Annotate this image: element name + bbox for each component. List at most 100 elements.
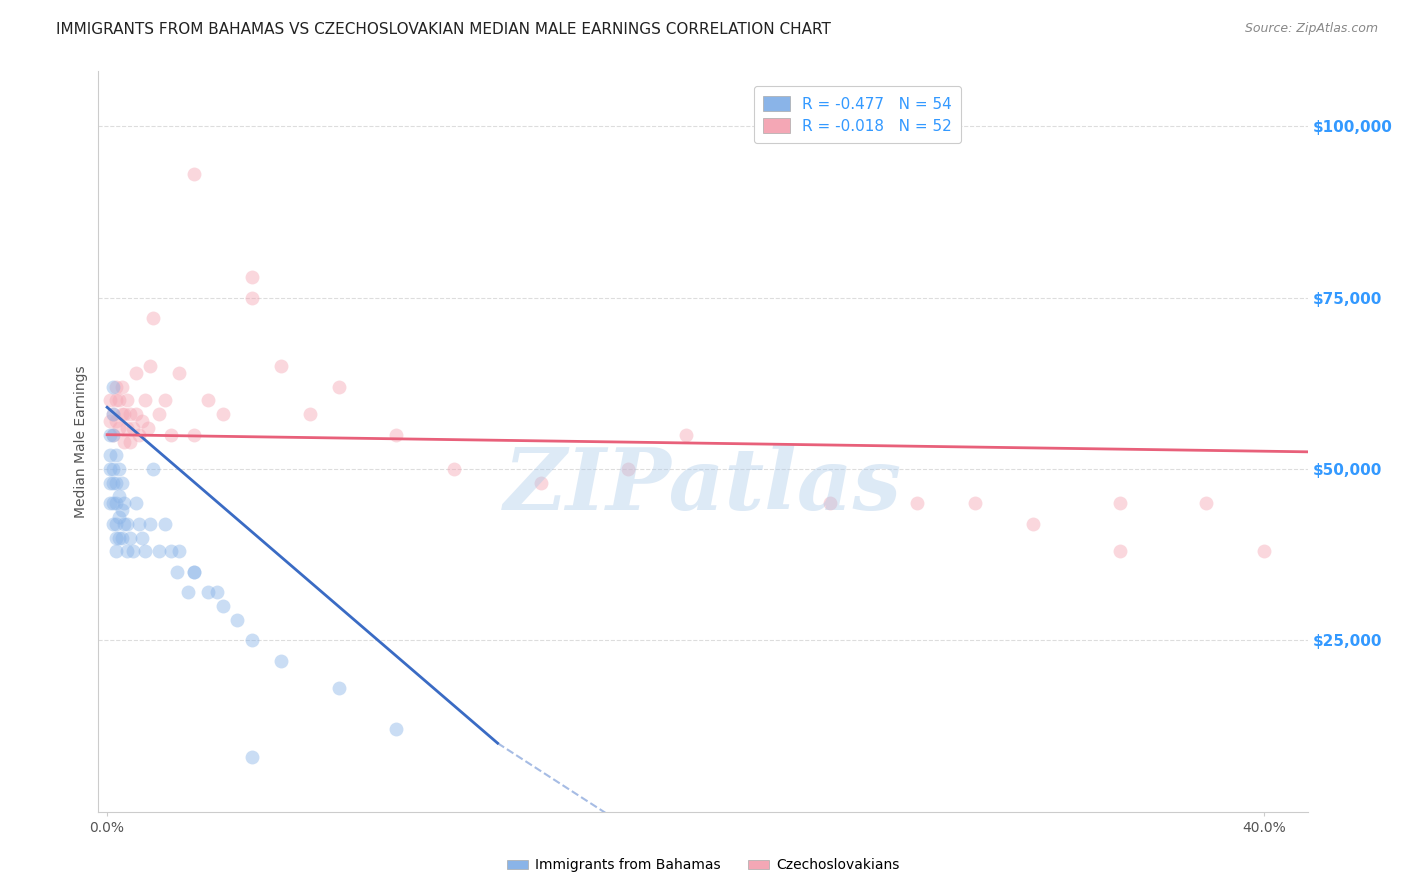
Point	[617, 462, 640, 476]
Point	[134, 393, 156, 408]
Point	[197, 585, 219, 599]
Point	[101, 475, 124, 490]
Point	[98, 448, 121, 462]
Point	[148, 407, 170, 421]
Point	[104, 448, 127, 462]
Point	[136, 421, 159, 435]
Point	[128, 427, 150, 442]
Point	[101, 516, 124, 531]
Point	[205, 585, 228, 599]
Y-axis label: Median Male Earnings: Median Male Earnings	[75, 365, 89, 518]
Point	[101, 380, 124, 394]
Point	[120, 407, 142, 421]
Point	[120, 434, 142, 449]
Point	[226, 613, 249, 627]
Point	[905, 496, 928, 510]
Point	[107, 489, 129, 503]
Point	[114, 516, 136, 531]
Point	[328, 380, 350, 394]
Point	[270, 359, 292, 373]
Point	[107, 531, 129, 545]
Point	[385, 723, 408, 737]
Point	[104, 380, 127, 394]
Point	[110, 503, 132, 517]
Point	[1108, 544, 1130, 558]
Point	[183, 427, 205, 442]
Point	[177, 585, 200, 599]
Point	[328, 681, 350, 696]
Point	[107, 510, 129, 524]
Point	[1108, 496, 1130, 510]
Point	[166, 565, 188, 579]
Point	[183, 167, 205, 181]
Point	[110, 407, 132, 421]
Point	[153, 393, 176, 408]
Point	[122, 544, 145, 558]
Point	[122, 421, 145, 435]
Point	[110, 380, 132, 394]
Point	[107, 462, 129, 476]
Point	[110, 531, 132, 545]
Point	[148, 544, 170, 558]
Text: ZIPatlas: ZIPatlas	[503, 444, 903, 528]
Point	[159, 544, 181, 558]
Point	[104, 393, 127, 408]
Point	[211, 599, 233, 613]
Point	[134, 544, 156, 558]
Point	[197, 393, 219, 408]
Point	[125, 366, 148, 380]
Point	[675, 427, 697, 442]
Legend: Immigrants from Bahamas, Czechoslovakians: Immigrants from Bahamas, Czechoslovakian…	[502, 853, 904, 878]
Point	[98, 462, 121, 476]
Point	[443, 462, 465, 476]
Point	[98, 475, 121, 490]
Point	[139, 359, 162, 373]
Point	[153, 516, 176, 531]
Point	[183, 565, 205, 579]
Point	[240, 750, 263, 764]
Point	[131, 531, 153, 545]
Point	[98, 414, 121, 428]
Point	[107, 421, 129, 435]
Point	[240, 633, 263, 648]
Point	[117, 544, 139, 558]
Point	[139, 516, 162, 531]
Point	[110, 475, 132, 490]
Point	[128, 516, 150, 531]
Text: IMMIGRANTS FROM BAHAMAS VS CZECHOSLOVAKIAN MEDIAN MALE EARNINGS CORRELATION CHAR: IMMIGRANTS FROM BAHAMAS VS CZECHOSLOVAKI…	[56, 22, 831, 37]
Point	[104, 496, 127, 510]
Point	[101, 496, 124, 510]
Point	[125, 407, 148, 421]
Point	[820, 496, 842, 510]
Point	[211, 407, 233, 421]
Point	[963, 496, 986, 510]
Point	[101, 407, 124, 421]
Legend: R = -0.477   N = 54, R = -0.018   N = 52: R = -0.477 N = 54, R = -0.018 N = 52	[754, 87, 962, 143]
Point	[101, 427, 124, 442]
Point	[530, 475, 553, 490]
Point	[117, 516, 139, 531]
Point	[131, 414, 153, 428]
Point	[107, 393, 129, 408]
Text: Source: ZipAtlas.com: Source: ZipAtlas.com	[1244, 22, 1378, 36]
Point	[159, 427, 181, 442]
Point	[169, 544, 191, 558]
Point	[98, 427, 121, 442]
Point	[1195, 496, 1218, 510]
Point	[98, 393, 121, 408]
Point	[114, 407, 136, 421]
Point	[104, 475, 127, 490]
Point	[104, 531, 127, 545]
Point	[385, 427, 408, 442]
Point	[1253, 544, 1275, 558]
Point	[125, 496, 148, 510]
Point	[120, 531, 142, 545]
Point	[101, 462, 124, 476]
Point	[183, 565, 205, 579]
Point	[1022, 516, 1045, 531]
Point	[270, 654, 292, 668]
Point	[142, 462, 165, 476]
Point	[104, 414, 127, 428]
Point	[101, 407, 124, 421]
Point	[104, 516, 127, 531]
